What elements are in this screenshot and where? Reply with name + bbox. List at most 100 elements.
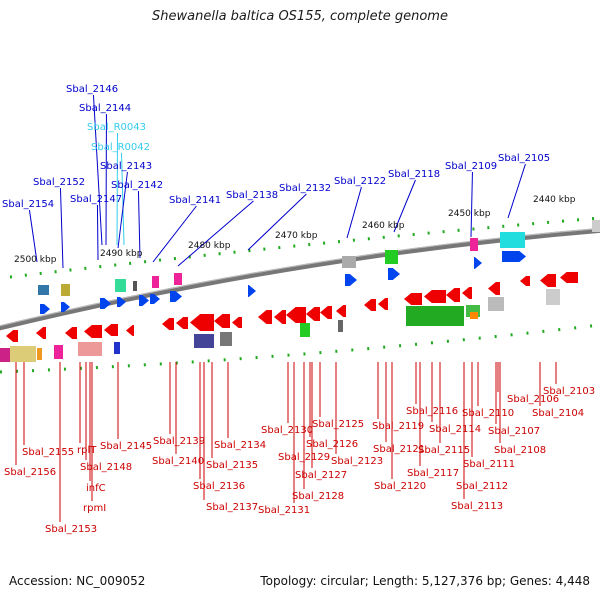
- cog-box-magenta[interactable]: [0, 348, 10, 362]
- gene-label-sbal-2119[interactable]: Sbal_2119: [372, 421, 424, 432]
- reverse-gene-arrow[interactable]: [520, 276, 530, 286]
- gene-label-sbal-2129[interactable]: Sbal_2129: [278, 452, 330, 463]
- reverse-gene-arrow[interactable]: [104, 324, 118, 336]
- gene-label-sbal-2152[interactable]: Sbal_2152: [33, 177, 85, 188]
- cog-box-grey[interactable]: [546, 289, 560, 305]
- forward-gene-arrow[interactable]: [170, 291, 182, 302]
- reverse-gene-arrow[interactable]: [176, 317, 188, 329]
- cog-box-orange[interactable]: [37, 348, 42, 360]
- forward-gene-arrow[interactable]: [388, 268, 400, 280]
- forward-gene-arrow[interactable]: [117, 297, 126, 307]
- reverse-gene-arrow[interactable]: [232, 317, 242, 328]
- gene-label-sbal-2115[interactable]: Sbal_2115: [418, 445, 470, 456]
- reverse-gene-arrow[interactable]: [126, 325, 134, 336]
- cog-box-magenta[interactable]: [470, 238, 478, 251]
- gene-label-sbal-r0042[interactable]: Sbal_R0042: [91, 142, 150, 153]
- forward-gene-arrow[interactable]: [139, 295, 149, 306]
- gene-label-rpmi[interactable]: rpmI: [83, 503, 106, 514]
- cog-box-tan[interactable]: [10, 346, 36, 362]
- cog-box-blue[interactable]: [38, 285, 49, 295]
- cog-box-pink[interactable]: [78, 342, 102, 356]
- reverse-gene-arrow[interactable]: [306, 307, 320, 321]
- gene-label-sbal-2116[interactable]: Sbal_2116: [406, 406, 458, 417]
- reverse-gene-arrow[interactable]: [540, 274, 556, 287]
- cog-box-magenta[interactable]: [152, 276, 159, 288]
- reverse-gene-arrow[interactable]: [446, 288, 460, 302]
- gene-label-sbal-2107[interactable]: Sbal_2107: [488, 426, 540, 437]
- forward-gene-arrow[interactable]: [345, 274, 357, 286]
- reverse-gene-arrow[interactable]: [214, 314, 230, 328]
- gene-label-sbal-2146[interactable]: Sbal_2146: [66, 84, 118, 95]
- cog-box-orange[interactable]: [470, 312, 478, 319]
- reverse-gene-arrow[interactable]: [6, 330, 18, 342]
- gene-label-sbal-2143[interactable]: Sbal_2143: [100, 161, 152, 172]
- gene-label-sbal-2114[interactable]: Sbal_2114: [429, 424, 481, 435]
- reverse-gene-arrow[interactable]: [65, 327, 77, 339]
- gene-label-sbal-2154[interactable]: Sbal_2154: [2, 199, 54, 210]
- forward-gene-arrow[interactable]: [100, 298, 111, 309]
- cog-box-olive[interactable]: [61, 284, 70, 296]
- gene-label-sbal-2126[interactable]: Sbal_2126: [306, 439, 358, 450]
- cog-box-grey[interactable]: [133, 281, 137, 291]
- reverse-gene-arrow[interactable]: [320, 306, 332, 319]
- reverse-gene-arrow[interactable]: [84, 325, 102, 338]
- gene-label-sbal-2140[interactable]: Sbal_2140: [152, 456, 204, 467]
- reverse-gene-arrow[interactable]: [378, 298, 388, 310]
- gene-label-sbal-2104[interactable]: Sbal_2104: [532, 408, 584, 419]
- gene-label-sbal-2118[interactable]: Sbal_2118: [388, 169, 440, 180]
- cog-box-magenta[interactable]: [54, 345, 63, 359]
- cog-box-green-cluster[interactable]: [406, 306, 464, 326]
- gene-label-sbal-2113[interactable]: Sbal_2113: [451, 501, 503, 512]
- reverse-gene-arrow[interactable]: [36, 327, 46, 339]
- gene-label-sbal-2128[interactable]: Sbal_2128: [292, 491, 344, 502]
- gene-label-sbal-2112[interactable]: Sbal_2112: [456, 481, 508, 492]
- gene-label-sbal-2106[interactable]: Sbal_2106: [507, 394, 559, 405]
- reverse-gene-arrow[interactable]: [190, 314, 214, 331]
- cog-box-grey[interactable]: [220, 332, 232, 346]
- gene-label-sbal-2137[interactable]: Sbal_2137: [206, 502, 258, 513]
- gene-label-sbal-2123[interactable]: Sbal_2123: [331, 456, 383, 467]
- gene-label-sbal-2144[interactable]: Sbal_2144: [79, 103, 131, 114]
- gene-label-sbal-2142[interactable]: Sbal_2142: [111, 180, 163, 191]
- forward-gene-arrow[interactable]: [502, 251, 526, 262]
- gene-label-rplt[interactable]: rplT: [77, 445, 97, 456]
- gene-label-sbal-2125[interactable]: Sbal_2125: [312, 419, 364, 430]
- reverse-gene-arrow[interactable]: [162, 318, 174, 330]
- gene-label-sbal-2134[interactable]: Sbal_2134: [214, 440, 266, 451]
- reverse-gene-arrow[interactable]: [404, 293, 422, 305]
- gene-label-sbal-2135[interactable]: Sbal_2135: [206, 460, 258, 471]
- gene-label-infc[interactable]: infC: [86, 483, 106, 494]
- cog-box-grey[interactable]: [342, 256, 356, 268]
- gene-label-sbal-2105[interactable]: Sbal_2105: [498, 153, 550, 164]
- gene-label-sbal-2139[interactable]: Sbal_2139: [153, 436, 205, 447]
- reverse-gene-arrow[interactable]: [488, 282, 500, 295]
- gene-label-sbal-2145[interactable]: Sbal_2145: [100, 441, 152, 452]
- reverse-gene-arrow[interactable]: [424, 290, 446, 303]
- gene-label-sbal-2120[interactable]: Sbal_2120: [374, 481, 426, 492]
- gene-label-sbal-2156[interactable]: Sbal_2156: [4, 467, 56, 478]
- reverse-gene-arrow[interactable]: [364, 299, 376, 311]
- reverse-gene-arrow[interactable]: [274, 310, 286, 324]
- gene-label-sbal-2132[interactable]: Sbal_2132: [279, 183, 331, 194]
- reverse-gene-arrow[interactable]: [462, 287, 472, 299]
- reverse-gene-arrow[interactable]: [560, 272, 578, 283]
- forward-gene-arrow[interactable]: [150, 294, 160, 304]
- gene-label-sbal-2131[interactable]: Sbal_2131: [258, 505, 310, 516]
- cog-box-navy[interactable]: [194, 334, 214, 348]
- gene-label-sbal-2110[interactable]: Sbal_2110: [462, 408, 514, 419]
- forward-gene-arrow[interactable]: [61, 302, 70, 312]
- gene-label-sbal-2136[interactable]: Sbal_2136: [193, 481, 245, 492]
- cog-box-green[interactable]: [300, 323, 310, 337]
- cog-box-green[interactable]: [115, 279, 126, 292]
- gene-label-sbal-2109[interactable]: Sbal_2109: [445, 161, 497, 172]
- gene-label-sbal-2127[interactable]: Sbal_2127: [295, 470, 347, 481]
- forward-gene-arrow[interactable]: [40, 304, 50, 314]
- gene-label-sbal-2147[interactable]: Sbal_2147: [70, 194, 122, 205]
- gene-label-sbal-2121[interactable]: Sbal_2121: [373, 444, 425, 455]
- forward-gene-arrow[interactable]: [474, 257, 482, 269]
- gene-label-sbal-2155[interactable]: Sbal_2155: [22, 447, 74, 458]
- gene-label-sbal-2153[interactable]: Sbal_2153: [45, 524, 97, 535]
- forward-gene-arrow[interactable]: [248, 285, 256, 297]
- cog-box-green[interactable]: [385, 250, 398, 264]
- cog-box-grey[interactable]: [338, 320, 343, 332]
